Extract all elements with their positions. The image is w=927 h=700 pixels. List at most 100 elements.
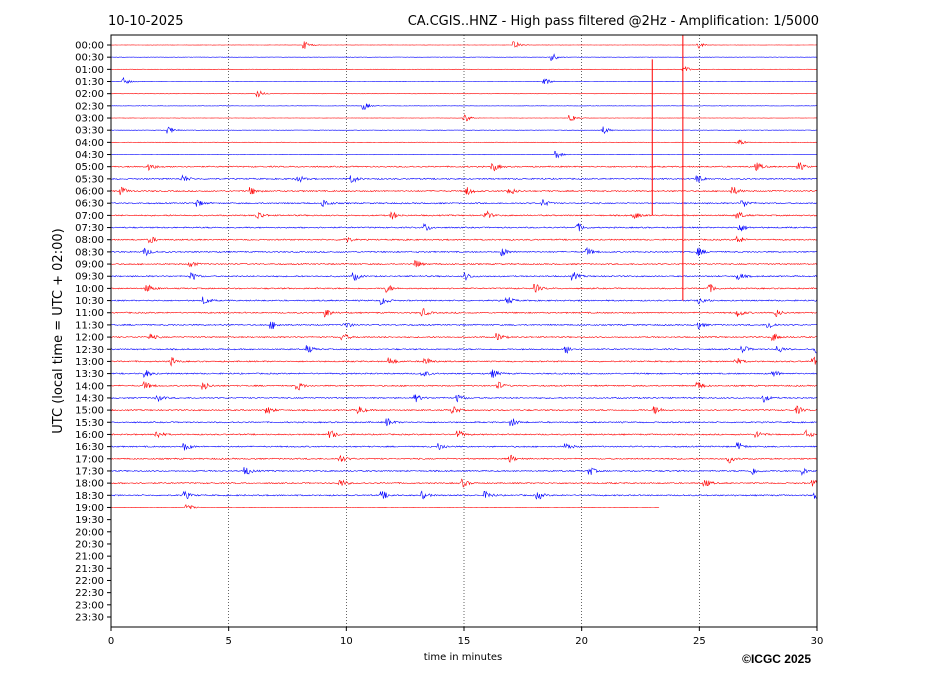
trace-0530	[110, 174, 817, 183]
y-tick-label: 10:30	[75, 296, 104, 307]
y-axis-label: UTC (local time = UTC + 02:00)	[51, 228, 66, 433]
trace-0400	[110, 139, 817, 145]
y-tick-label: 19:00	[75, 503, 104, 514]
trace-1900	[110, 504, 660, 510]
y-tick-label: 04:30	[75, 150, 104, 161]
y-tick-label: 10:00	[75, 284, 104, 295]
copyright: ©ICGC 2025	[742, 652, 811, 666]
trace-0430	[110, 150, 817, 159]
y-tick-label: 07:00	[75, 211, 104, 222]
trace-1330	[110, 369, 817, 378]
trace-0900	[110, 260, 817, 268]
trace-1630	[110, 442, 817, 451]
y-tick-label: 08:30	[75, 247, 104, 258]
y-tick-label: 14:30	[75, 393, 104, 404]
y-tick-label: 02:30	[75, 101, 104, 112]
y-tick-label: 02:00	[75, 89, 104, 100]
y-tick-label: 03:00	[75, 114, 104, 125]
trace-0930	[110, 272, 817, 282]
date-title: 10-10-2025	[108, 14, 184, 29]
trace-1300	[110, 356, 817, 367]
y-tick-label: 01:30	[75, 77, 104, 88]
trace-1500	[110, 405, 817, 415]
trace-0730	[110, 222, 817, 232]
trace-1200	[110, 333, 817, 342]
y-tick-label: 00:00	[75, 41, 104, 52]
x-tick-label: 25	[693, 636, 706, 647]
trace-0600	[110, 186, 817, 196]
trace-1730	[110, 466, 817, 477]
y-tick-label: 09:00	[75, 260, 104, 271]
y-tick-label: 06:30	[75, 199, 104, 210]
trace-0830	[110, 246, 817, 257]
y-tick-label: 12:00	[75, 333, 104, 344]
trace-1600	[110, 429, 817, 439]
y-tick-label: 22:00	[75, 576, 104, 587]
y-tick-label: 04:00	[75, 138, 104, 149]
y-tick-label: 23:30	[75, 612, 104, 623]
trace-1400	[110, 380, 817, 391]
y-tick-label: 11:30	[75, 320, 104, 331]
y-tick-label: 20:00	[75, 527, 104, 538]
trace-1000	[110, 283, 817, 294]
x-tick-label: 20	[575, 636, 588, 647]
x-tick-label: 30	[811, 636, 824, 647]
plot-frame	[110, 34, 818, 628]
y-tick-label: 00:30	[75, 53, 104, 64]
y-tick-label: 19:30	[75, 515, 104, 526]
y-tick-label: 23:00	[75, 600, 104, 611]
chart-title: CA.CGIS..HNZ - High pass filtered @2Hz -…	[408, 14, 819, 29]
y-tick-label: 17:00	[75, 454, 104, 465]
trace-0130	[110, 76, 817, 84]
y-tick-label: 21:00	[75, 552, 104, 563]
trace-1700	[110, 454, 817, 464]
y-tick-label: 15:00	[75, 406, 104, 417]
y-tick-label: 01:00	[75, 65, 104, 76]
y-tick-label: 18:30	[75, 491, 104, 502]
y-tick-label: 06:00	[75, 187, 104, 198]
trace-1830	[110, 490, 817, 500]
x-tick-label: 10	[340, 636, 353, 647]
x-tick-label: 5	[225, 636, 231, 647]
trace-1430	[110, 394, 817, 403]
trace-1230	[110, 345, 817, 354]
trace-1130	[110, 321, 817, 330]
y-tick-label: 05:30	[75, 174, 104, 185]
y-tick-label: 15:30	[75, 418, 104, 429]
trace-0200	[110, 90, 817, 98]
trace-0230	[110, 103, 817, 110]
y-tick-label: 22:30	[75, 588, 104, 599]
x-tick-label: 15	[458, 636, 471, 647]
y-tick-label: 21:30	[75, 564, 104, 575]
trace-0300	[110, 114, 817, 122]
y-tick-label: 20:30	[75, 539, 104, 550]
trace-0500	[110, 161, 817, 172]
trace-0330	[110, 126, 817, 135]
trace-0800	[110, 235, 817, 244]
y-tick-label: 09:30	[75, 272, 104, 283]
y-tick-label: 03:30	[75, 126, 104, 137]
trace-0630	[110, 199, 817, 208]
y-tick-label: 05:00	[75, 162, 104, 173]
y-tick-label: 13:00	[75, 357, 104, 368]
y-tick-label: 07:30	[75, 223, 104, 234]
y-tick-label: 12:30	[75, 345, 104, 356]
y-tick-label: 11:00	[75, 308, 104, 319]
trace-1100	[110, 308, 817, 318]
trace-1030	[110, 296, 817, 306]
trace-0700	[110, 210, 817, 220]
trace-0100	[111, 65, 817, 72]
y-tick-label: 16:30	[75, 442, 104, 453]
x-tick-label: 0	[108, 636, 114, 647]
trace-0030	[110, 53, 817, 61]
trace-1800	[110, 478, 817, 488]
trace-0000	[110, 41, 817, 49]
trace-1530	[110, 418, 817, 427]
y-tick-label: 16:00	[75, 430, 104, 441]
y-tick-label: 13:30	[75, 369, 104, 380]
y-tick-label: 08:00	[75, 235, 104, 246]
x-axis-label: time in minutes	[424, 652, 503, 663]
y-tick-label: 18:00	[75, 479, 104, 490]
